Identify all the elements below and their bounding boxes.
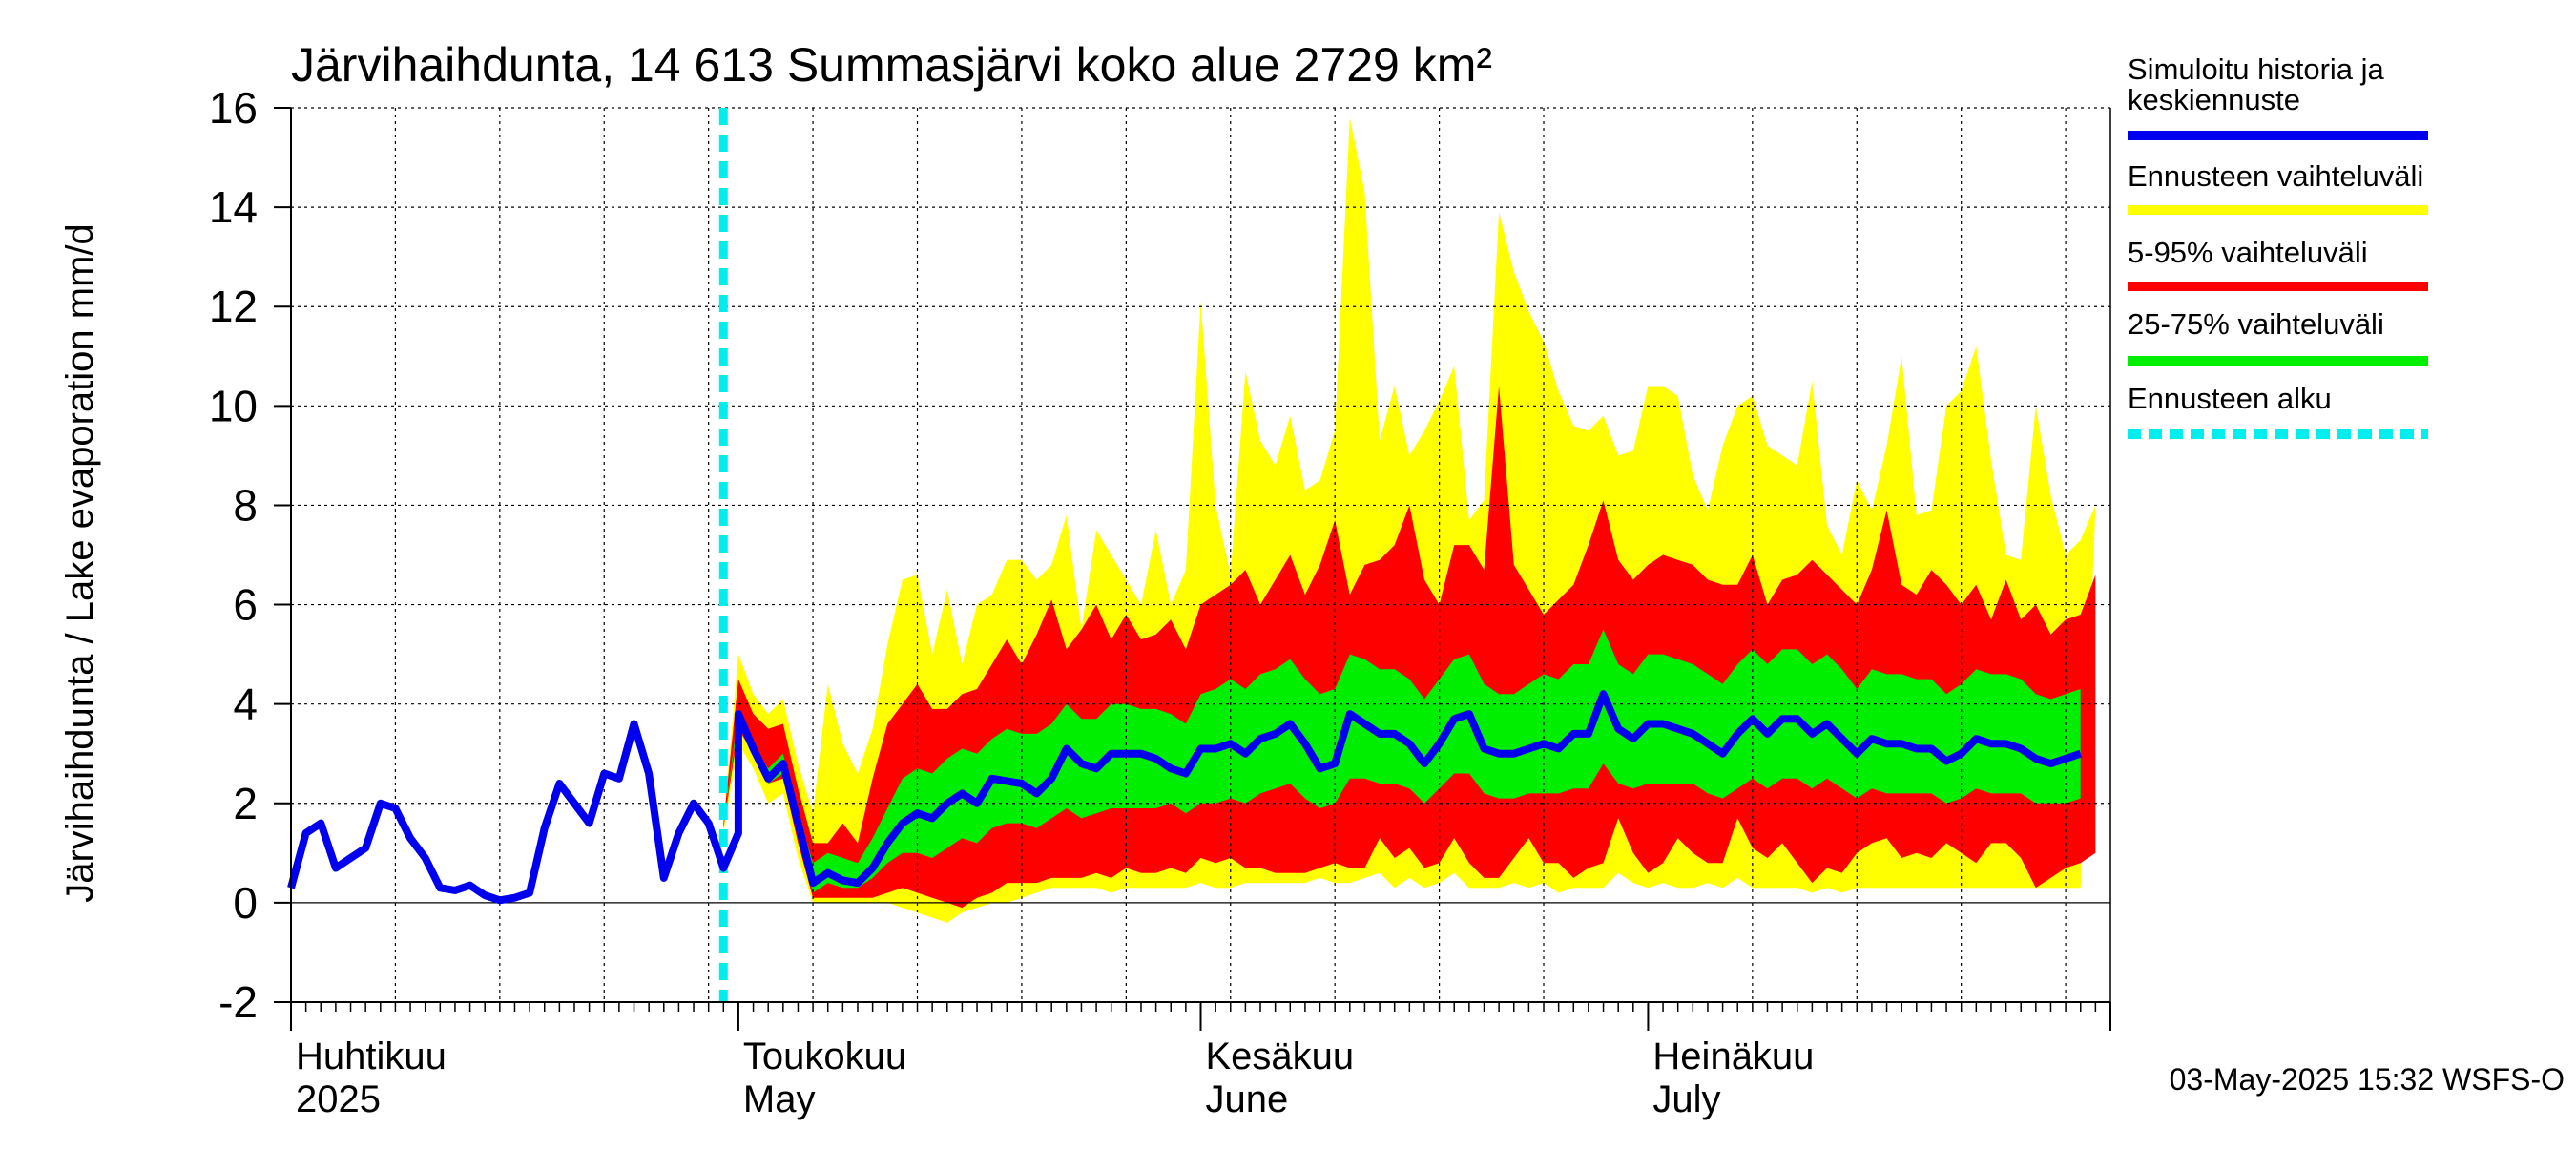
y-tick-label: 2 [233, 779, 258, 828]
series-lines [287, 108, 2082, 1002]
x-month-label: Huhtikuu [296, 1035, 447, 1077]
y-tick-label: -2 [218, 977, 258, 1027]
legend-label: Simuloitu historia ja [2128, 52, 2385, 86]
x-month-label: Toukokuu [743, 1035, 906, 1077]
legend-label: 25-75% vaihteluväli [2128, 307, 2384, 341]
legend-label: keskiennuste [2128, 83, 2300, 116]
y-tick-label: 0 [233, 878, 258, 928]
grid-lines [291, 107, 2110, 1002]
y-tick-label: 6 [233, 580, 258, 630]
y-tick-label: 8 [233, 480, 258, 530]
x-month-label: Kesäkuu [1206, 1035, 1355, 1077]
y-tick-label: 10 [209, 381, 258, 430]
x-month-sublabel: July [1652, 1078, 1720, 1120]
x-month-label: Heinäkuu [1652, 1035, 1814, 1077]
series-history-median-line [287, 690, 2082, 905]
x-month-sublabel: May [743, 1078, 816, 1120]
y-tick-label: 12 [209, 282, 258, 331]
x-month-sublabel: 2025 [296, 1078, 381, 1120]
legend-label: 5-95% vaihteluväli [2128, 236, 2368, 269]
y-tick-label: 16 [209, 83, 258, 133]
timestamp: 03-May-2025 15:32 WSFS-O [2170, 1062, 2565, 1097]
legend-label: Ennusteen vaihteluväli [2128, 159, 2423, 193]
y-axis-label: Järvihaihdunta / Lake evaporation mm/d [59, 223, 101, 903]
legend-label: Ennusteen alku [2128, 382, 2332, 415]
chart-title: Järvihaihdunta, 14 613 Summasjärvi koko … [291, 38, 1492, 92]
y-tick-label: 14 [209, 182, 258, 232]
band-25-75 [723, 629, 2081, 893]
y-tick-label: 4 [233, 680, 258, 729]
x-month-sublabel: June [1206, 1078, 1289, 1120]
